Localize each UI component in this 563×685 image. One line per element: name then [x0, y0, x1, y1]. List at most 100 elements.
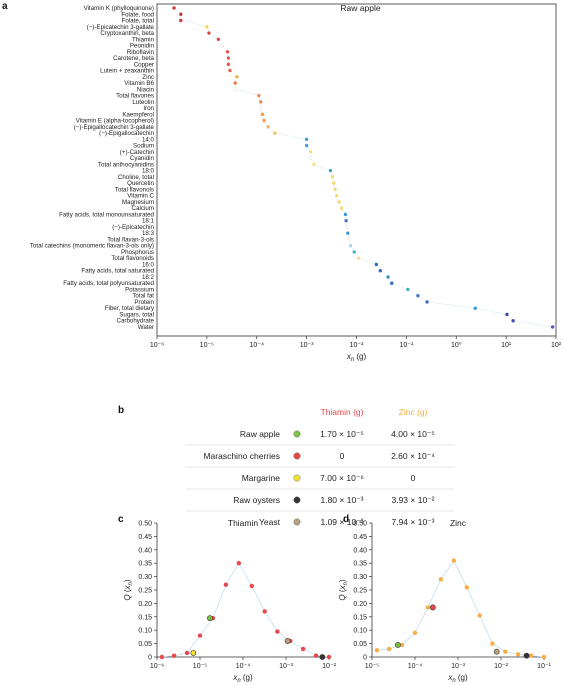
point-c-11: [300, 646, 306, 652]
nutrient-label-fatty-acids-total-polyunsaturated: Fatty acids, total polyunsaturated: [63, 280, 154, 287]
point-18-2: [386, 275, 390, 279]
panel-letter-a: a: [2, 1, 8, 12]
point-d-11: [515, 652, 521, 657]
point-total-flavonols: [333, 187, 337, 192]
nutrient-label-total-flavan-3-ols: Total flavan-3-ols: [107, 236, 154, 243]
table-zinc-raw-oysters: 3.93 × 10⁻²: [391, 495, 434, 505]
point-d-7: [464, 585, 469, 590]
point-iron: [258, 106, 263, 110]
nutrient-label-total-catechins-monomeric-flavan-3-ols-only: Total catechins (monomeric flavan-3-ols …: [30, 243, 154, 250]
nutrient-label-carbohydrate: Carbohydrate: [117, 318, 155, 325]
y-tick-label-d-7: 0.35: [353, 561, 367, 568]
nutrient-label-16-0: 16:0: [142, 261, 155, 268]
y-tick-label-c-10: 0.50: [138, 521, 152, 528]
nutrient-label-18-1: 18:1: [142, 218, 155, 225]
y-tick-label-c-4: 0.20: [138, 601, 152, 608]
point-cryptoxanthin-beta: [207, 31, 211, 35]
y-tick-label-d-4: 0.20: [353, 601, 367, 608]
nutrient-label-thiamin: Thiamin: [132, 36, 155, 43]
nutrient-label-sugars-total: Sugars, total: [119, 311, 154, 318]
nutrient-label-total-anthocyanidins: Total anthocyanidins: [98, 161, 154, 168]
point-d-2: [399, 642, 405, 648]
marker-d-maraschino-cherries: [429, 604, 436, 611]
point-d-0: [374, 648, 380, 653]
nutrient-label-magnesium: Magnesium: [122, 199, 154, 206]
point-folate-total: [179, 18, 183, 23]
x-tick-label-c-4: 10⁻²: [322, 663, 336, 670]
point-d-8: [477, 613, 482, 618]
point-niacin: [233, 87, 238, 92]
x-tick-label-a-1: 10⁻⁵: [200, 342, 214, 349]
connector-line-a: [173, 7, 553, 328]
nutrient-label-choline-total: Choline, total: [118, 174, 154, 181]
point-vitamin-b6: [233, 81, 237, 85]
point-d-10: [503, 649, 508, 654]
x-tick-label-c-0: 10⁻⁶: [150, 663, 164, 670]
table-zinc-raw-apple: 4.00 × 10⁻⁵: [391, 429, 435, 439]
point-protein: [425, 300, 429, 304]
table-dot-yeast: [293, 518, 301, 526]
point-c-12: [313, 653, 319, 658]
table-thiamin-raw-apple: 1.70 × 10⁻⁵: [320, 429, 364, 439]
x-tick-label-a-5: 10⁻¹: [399, 342, 413, 349]
nutrient-label-protein: Protein: [134, 299, 154, 306]
y-tick-label-c-5: 0.25: [138, 588, 152, 595]
nutrient-label-luteolin: Luteolin: [132, 99, 154, 106]
point-calcium: [339, 206, 344, 210]
point-d-3: [412, 630, 418, 636]
point-epicatechin-3-gallate: [205, 25, 209, 29]
point-vitamin-e-alpha-tocopherol: [262, 118, 266, 123]
chart-title-c: Thiamin: [228, 518, 259, 528]
table-header-thiamin: Thiamin (g): [321, 407, 364, 417]
nutrient-label-cyanidin: Cyanidin: [130, 155, 155, 162]
point-18-0: [328, 168, 333, 173]
panel-letter-d: d: [343, 514, 349, 525]
x-axis-title-d: xn (g): [447, 673, 468, 684]
table-thiamin-margarine: 7.00 × 10⁻⁶: [320, 473, 364, 483]
point-copper: [226, 62, 231, 66]
y-tick-label-d-2: 0.10: [353, 628, 367, 635]
point-c-5: [223, 582, 229, 587]
marker-c-raw-apple: [207, 615, 213, 622]
point-c-6: [236, 561, 242, 566]
point-c-8: [262, 609, 267, 614]
table-zinc-maraschino-cherries: 2.60 × 10⁻⁴: [391, 451, 435, 461]
x-tick-label-a-8: 10²: [551, 342, 562, 349]
point-total-catechins-monomeric-flavan-3-ols-only: [348, 243, 353, 248]
connector-line-d: [376, 559, 545, 658]
y-tick-label-c-3: 0.15: [138, 614, 152, 621]
nutrient-label-niacin: Niacin: [137, 86, 155, 93]
nutrient-label-phosphorus: Phosphorus: [121, 249, 154, 256]
x-tick-label-a-6: 10⁰: [451, 341, 462, 349]
y-tick-label-c-9: 0.45: [138, 534, 152, 541]
y-tick-label-d-0: 0: [363, 655, 367, 662]
point-c-0: [159, 654, 165, 660]
y-tick-label-c-1: 0.05: [138, 641, 152, 648]
nutrient-label-total-fat: Total fat: [132, 293, 154, 300]
point-thiamin: [216, 37, 221, 41]
y-tick-label-c-8: 0.40: [138, 547, 152, 554]
point-16-0: [374, 262, 379, 267]
point-d-12: [528, 653, 534, 658]
nutrient-label-epicatechin-3-gallate: (−)-Epicatechin 3-gallate: [87, 24, 155, 31]
x-tick-label-c-1: 10⁻⁵: [193, 663, 207, 670]
point-d-5: [438, 577, 444, 582]
y-tick-label-d-8: 0.40: [353, 547, 367, 554]
nutrient-label-vitamin-k-phylloquinone: Vitamin K (phylloquinone): [84, 5, 154, 12]
marker-c-margarine: [190, 650, 197, 656]
nutrient-label-18-2: 18:2: [142, 274, 155, 281]
point-d-13: [541, 654, 547, 660]
point-18-3: [346, 231, 350, 235]
point-14-0: [304, 137, 309, 142]
y-tick-label-d-3: 0.15: [353, 614, 367, 621]
nutrient-label-iron: Iron: [143, 105, 154, 112]
point-d-4: [425, 605, 431, 610]
nutrient-label-copper: Copper: [134, 61, 154, 68]
point-carotene-beta: [226, 56, 231, 60]
table-food-maraschino-cherries: Maraschino cherries: [203, 451, 280, 461]
marker-d-yeast: [493, 648, 500, 655]
point-18-1: [344, 218, 348, 223]
x-tick-label-a-3: 10⁻³: [300, 342, 314, 349]
nutrient-label-peonidin: Peonidin: [130, 43, 155, 50]
nutrient-label-riboflavin: Riboflavin: [127, 49, 155, 56]
